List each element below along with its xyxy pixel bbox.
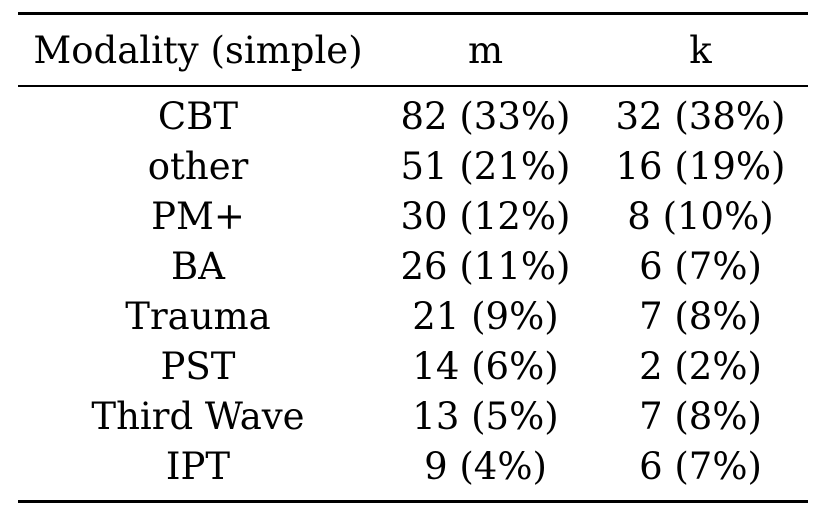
cell-modality: PST [160, 345, 236, 388]
cell-k: 32 (38%) [615, 95, 786, 138]
header-k: k [689, 28, 712, 72]
cell-m: 26 (11%) [400, 245, 571, 288]
table-row: PM+ 30 (12%) 8 (10%) [18, 192, 808, 242]
table-body: CBT 82 (33%) 32 (38%) other 51 (21%) 16 … [18, 92, 808, 492]
table-row: BA 26 (11%) 6 (7%) [18, 242, 808, 292]
cell-k: 16 (19%) [615, 145, 786, 188]
cell-modality: CBT [157, 95, 239, 138]
cell-modality: BA [171, 245, 225, 288]
table-header: Modality (simple) m k [18, 15, 808, 85]
cell-m: 30 (12%) [400, 195, 571, 238]
cell-k: 7 (8%) [639, 295, 762, 338]
cell-m: 13 (5%) [412, 395, 559, 438]
top-rule [18, 12, 808, 15]
cell-m: 82 (33%) [400, 95, 571, 138]
cell-k: 8 (10%) [627, 195, 774, 238]
mid-rule [18, 85, 808, 87]
cell-modality: Third Wave [91, 395, 305, 438]
cell-k: 7 (8%) [639, 395, 762, 438]
cell-modality: PM+ [151, 195, 245, 238]
header-row: Modality (simple) m k [18, 15, 808, 85]
header-modality: Modality (simple) [33, 28, 363, 72]
cell-k: 2 (2%) [639, 345, 762, 388]
header-m: m [467, 28, 504, 72]
table-row: Trauma 21 (9%) 7 (8%) [18, 292, 808, 342]
modality-table: Modality (simple) m k CBT 82 (33%) 32 (3… [18, 12, 808, 503]
cell-m: 9 (4%) [424, 445, 547, 488]
cell-modality: IPT [165, 445, 231, 488]
table-row: PST 14 (6%) 2 (2%) [18, 342, 808, 392]
cell-modality: Trauma [125, 295, 271, 338]
table-row: other 51 (21%) 16 (19%) [18, 142, 808, 192]
cell-modality: other [147, 145, 249, 188]
table-row: Third Wave 13 (5%) 7 (8%) [18, 392, 808, 442]
bottom-rule [18, 500, 808, 503]
table-row: CBT 82 (33%) 32 (38%) [18, 92, 808, 142]
cell-m: 14 (6%) [412, 345, 559, 388]
table-row: IPT 9 (4%) 6 (7%) [18, 442, 808, 492]
cell-k: 6 (7%) [639, 445, 762, 488]
cell-m: 21 (9%) [412, 295, 559, 338]
cell-m: 51 (21%) [400, 145, 571, 188]
cell-k: 6 (7%) [639, 245, 762, 288]
